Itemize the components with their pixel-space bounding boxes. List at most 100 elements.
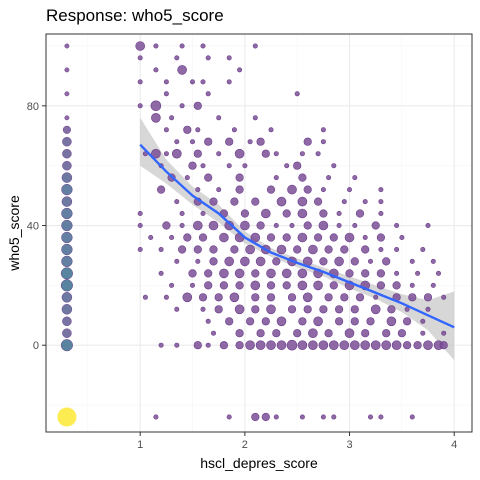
- x-tick-label: 3: [346, 439, 352, 451]
- data-point: [163, 79, 169, 85]
- data-point: [214, 293, 223, 302]
- data-point: [335, 317, 344, 326]
- data-point: [362, 235, 368, 241]
- data-point: [303, 137, 312, 146]
- data-point: [137, 79, 143, 85]
- data-point: [382, 257, 391, 266]
- data-point: [441, 330, 447, 336]
- data-point: [282, 209, 291, 218]
- data-point: [231, 127, 237, 133]
- data-point: [251, 197, 260, 206]
- data-point: [208, 220, 219, 231]
- data-point: [219, 232, 229, 243]
- data-point: [240, 220, 250, 231]
- data-point: [391, 340, 402, 351]
- data-point: [195, 258, 201, 264]
- data-point: [235, 281, 244, 290]
- smooth-line: [139, 143, 455, 329]
- data-point: [251, 305, 260, 314]
- data-point: [324, 245, 333, 254]
- data-point: [299, 414, 305, 420]
- data-point: [205, 342, 211, 348]
- missing-x-point: [60, 279, 73, 292]
- data-point: [266, 185, 276, 194]
- data-point: [344, 328, 355, 339]
- data-point: [250, 232, 261, 243]
- data-point: [242, 163, 248, 169]
- data-point: [392, 281, 401, 290]
- data-point: [297, 340, 308, 351]
- data-point: [381, 340, 392, 351]
- data-point: [240, 209, 249, 218]
- data-point: [435, 270, 441, 276]
- data-point: [198, 293, 208, 302]
- data-point: [169, 235, 175, 241]
- data-point: [376, 233, 386, 242]
- data-point: [237, 67, 243, 73]
- data-point: [355, 293, 365, 302]
- data-point: [420, 318, 426, 324]
- data-point: [320, 139, 326, 145]
- data-point: [251, 293, 260, 302]
- data-point: [266, 281, 276, 290]
- data-point: [150, 100, 162, 112]
- data-point: [287, 184, 297, 195]
- data-point: [320, 187, 326, 193]
- data-point: [320, 414, 326, 420]
- data-point: [252, 43, 258, 49]
- data-point: [313, 316, 323, 327]
- data-point: [193, 149, 202, 158]
- data-point: [162, 221, 171, 230]
- data-point: [179, 103, 185, 109]
- data-point: [235, 185, 244, 194]
- data-point: [219, 281, 228, 290]
- data-point: [216, 151, 222, 157]
- data-point: [298, 317, 307, 326]
- y-tick-label: 40: [27, 221, 39, 233]
- data-point: [200, 306, 206, 312]
- data-point: [250, 280, 261, 291]
- data-point: [174, 55, 180, 61]
- data-point: [216, 187, 222, 193]
- data-point: [303, 185, 312, 194]
- data-point: [314, 233, 323, 242]
- data-point: [397, 329, 407, 338]
- data-point: [352, 223, 358, 229]
- data-point: [371, 221, 380, 230]
- data-point: [298, 173, 307, 182]
- data-point: [190, 282, 196, 288]
- data-point: [273, 175, 279, 181]
- data-point: [174, 139, 180, 145]
- data-point: [394, 270, 400, 276]
- data-point: [293, 245, 302, 254]
- data-point: [340, 245, 349, 254]
- data-point: [148, 235, 154, 241]
- data-point: [193, 245, 202, 254]
- data-point: [313, 280, 323, 291]
- data-point: [320, 127, 326, 133]
- data-point: [399, 235, 405, 241]
- missing-x-point: [61, 219, 73, 232]
- data-point: [183, 125, 192, 134]
- data-point: [234, 268, 245, 279]
- data-point: [425, 306, 431, 312]
- data-point: [188, 269, 197, 278]
- data-point: [319, 305, 328, 314]
- data-point: [366, 317, 375, 326]
- data-point: [273, 151, 279, 157]
- data-point: [137, 247, 143, 253]
- data-point: [204, 281, 213, 290]
- data-point: [361, 329, 370, 338]
- data-point: [234, 304, 245, 315]
- data-point: [276, 316, 287, 327]
- data-point: [287, 293, 297, 302]
- data-point: [441, 294, 447, 300]
- data-point: [266, 304, 276, 315]
- missing-x-point: [60, 339, 73, 352]
- data-point: [376, 281, 386, 290]
- data-point: [193, 101, 202, 110]
- data-point: [361, 245, 370, 254]
- missing-x-point: [64, 67, 70, 73]
- data-point: [252, 115, 258, 121]
- data-point: [336, 223, 342, 229]
